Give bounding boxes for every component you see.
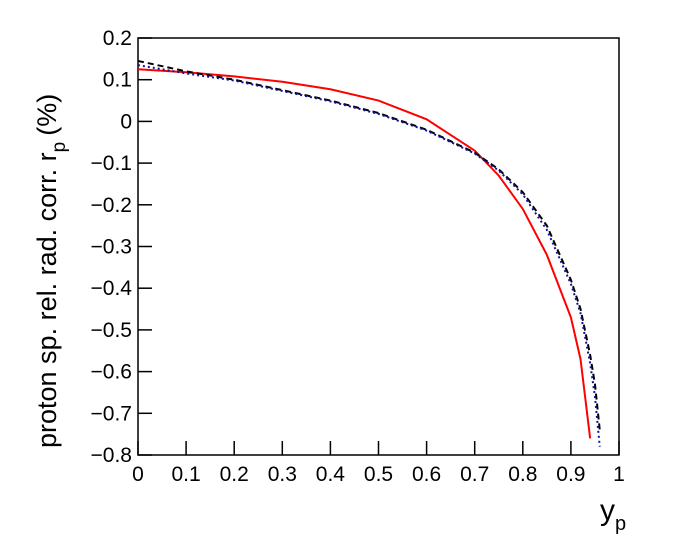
y-axis-title-unit: (%) xyxy=(32,94,62,136)
x-tick-label: 0.3 xyxy=(268,463,297,486)
y-tick-label: −0.3 xyxy=(91,236,132,259)
y-tick-label: 0.1 xyxy=(103,69,132,92)
data-line xyxy=(138,68,592,439)
y-tick-label: −0.6 xyxy=(91,361,132,384)
y-tick-label: −0.4 xyxy=(91,277,133,300)
x-tick-label: 0.5 xyxy=(364,463,393,486)
y-axis-title: proton sp. rel. rad. corr. rp (%) xyxy=(32,94,70,448)
data-line xyxy=(138,59,601,431)
y-tick-label: −0.5 xyxy=(91,319,132,342)
y-axis-title-sub: p xyxy=(49,142,70,153)
x-tick-label: 0.1 xyxy=(171,463,200,486)
x-tick-label: 0.8 xyxy=(508,463,537,486)
x-tick-label: 1 xyxy=(613,463,625,486)
x-tick-label: 0.9 xyxy=(556,463,585,486)
x-tick-label: 0.7 xyxy=(460,463,489,486)
x-axis-title-main: y xyxy=(600,494,615,527)
y-tick-label: 0.2 xyxy=(103,27,132,50)
y-tick-label: 0 xyxy=(120,110,132,133)
x-tick-label: 0.2 xyxy=(220,463,249,486)
x-tick-label: 0 xyxy=(132,463,144,486)
y-tick-label: −0.8 xyxy=(91,444,132,467)
x-axis-title: yp xyxy=(600,494,626,535)
y-axis-title-main: proton sp. rel. rad. corr. r xyxy=(32,152,62,448)
x-tick-label: 0.4 xyxy=(316,463,346,486)
data-line xyxy=(138,64,601,447)
y-tick-label: −0.7 xyxy=(91,402,132,425)
y-tick-label: −0.1 xyxy=(91,152,132,175)
x-tick-label: 0.6 xyxy=(412,463,441,486)
x-axis-title-sub: p xyxy=(615,513,626,535)
y-tick-label: −0.2 xyxy=(91,194,132,217)
